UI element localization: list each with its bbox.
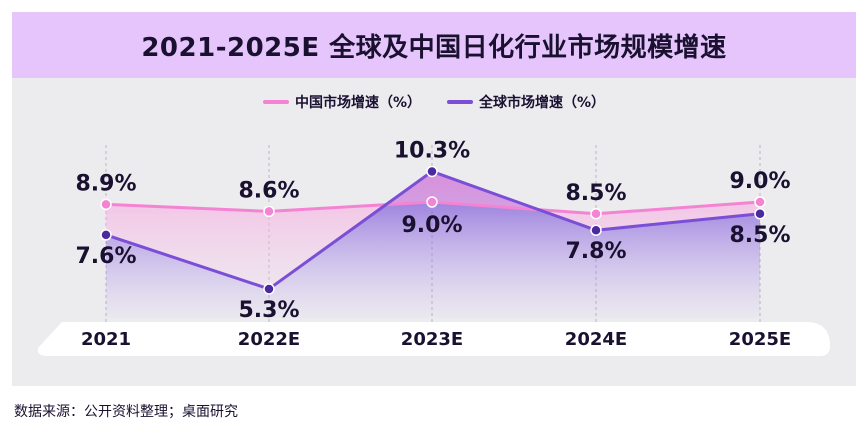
chart-legend: 中国市场增速（%） 全球市场增速（%） bbox=[0, 90, 868, 114]
point-china-2022E bbox=[263, 205, 275, 218]
source-note: 数据来源：公开资料整理；桌面研究 bbox=[14, 404, 238, 420]
data-label-china-2021: 8.9% bbox=[75, 171, 136, 196]
area-global bbox=[106, 171, 760, 318]
data-label-global-2022E: 5.3% bbox=[238, 298, 299, 323]
x-tick-label-2023E: 2023E bbox=[401, 329, 463, 350]
data-label-china-2025E: 9.0% bbox=[729, 169, 790, 194]
point-global-2024E bbox=[590, 224, 602, 236]
data-label-global-2025E: 8.5% bbox=[729, 223, 790, 248]
legend-item-china: 中国市场增速（%） bbox=[262, 92, 421, 112]
area-china bbox=[106, 171, 760, 289]
legend-swatch-global bbox=[447, 100, 473, 104]
x-tick-label-2022E: 2022E bbox=[238, 329, 300, 350]
x-axis-band bbox=[37, 322, 830, 356]
point-global-2021 bbox=[100, 229, 112, 241]
point-global-2025E bbox=[754, 208, 766, 220]
chart-title: 2021-2025E 全球及中国日化行业市场规模增速 bbox=[141, 32, 727, 63]
data-label-china-2024E: 8.5% bbox=[565, 181, 626, 206]
title-bar: 2021-2025E 全球及中国日化行业市场规模增速 bbox=[12, 12, 856, 78]
legend-label-global: 全球市场增速（%） bbox=[479, 95, 606, 111]
x-tick-label-2021: 2021 bbox=[81, 329, 131, 350]
point-china-2024E bbox=[590, 208, 602, 220]
point-global-2023E bbox=[426, 165, 438, 178]
point-china-2023E bbox=[426, 196, 438, 208]
point-china-2025E bbox=[754, 196, 766, 208]
legend-item-global: 全球市场增速（%） bbox=[447, 92, 605, 112]
data-label-global-2021: 7.6% bbox=[75, 244, 136, 269]
point-china-2021 bbox=[100, 198, 112, 211]
point-global-2022E bbox=[263, 283, 275, 295]
data-label-global-2024E: 7.8% bbox=[565, 239, 626, 264]
data-label-china-2023E: 9.0% bbox=[401, 213, 462, 238]
data-label-global-2023E: 10.3% bbox=[394, 138, 470, 163]
legend-swatch-china bbox=[262, 100, 289, 104]
x-tick-label-2024E: 2024E bbox=[565, 329, 627, 350]
x-tick-label-2025E: 2025E bbox=[729, 329, 791, 350]
legend-label-china: 中国市场增速（%） bbox=[294, 95, 421, 111]
data-label-china-2022E: 8.6% bbox=[238, 178, 299, 203]
